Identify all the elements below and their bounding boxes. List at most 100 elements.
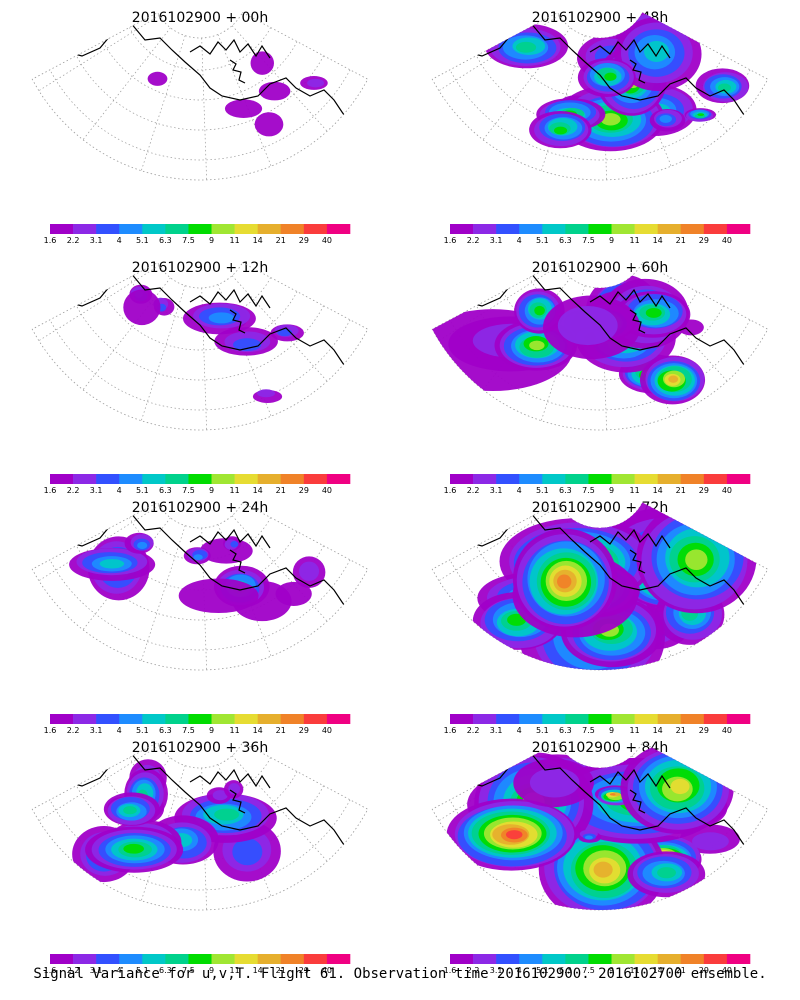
variance-field [147, 51, 328, 137]
colorbar-label: 11 [230, 966, 240, 975]
colorbar-label: 4 [517, 726, 522, 735]
colorbar-label: 40 [322, 726, 332, 735]
colorbar-swatch [165, 714, 189, 724]
colorbar-label: 4 [117, 966, 122, 975]
colorbar-label: 21 [276, 486, 286, 495]
colorbar-label: 14 [653, 486, 663, 495]
colorbar-swatch [165, 474, 189, 484]
colorbar-label: 5.1 [136, 486, 149, 495]
colorbar-label: 6.3 [559, 486, 572, 495]
colorbar-label: 1.6 [444, 236, 457, 245]
colorbar-label: 6.3 [159, 966, 172, 975]
colorbar-label: 2.2 [467, 966, 480, 975]
colorbar-label: 29 [699, 486, 709, 495]
colorbar-swatch [703, 954, 728, 964]
colorbar: 1.6 2.2 3.1 4 5.1 6.3 7.5 9 11 14 21 29 40 [44, 954, 351, 975]
map-boundary [31, 741, 369, 911]
colorbar-label: 6.3 [159, 486, 172, 495]
colorbar-swatch [473, 224, 497, 234]
colorbar: 1.6 2.2 3.1 4 5.1 6.3 7.5 9 11 14 21 29 40 [444, 474, 751, 495]
colorbar-swatch [680, 474, 705, 484]
map-panel: 2016102900 + 48h 1.6 2.2 3.1 4 5.1 6.3 7.5 9 11 14… [431, 10, 769, 245]
colorbar-label: 40 [322, 966, 332, 975]
map-boundary [31, 11, 369, 181]
colorbar-label: 3.1 [490, 966, 503, 975]
colorbar-swatch [680, 954, 705, 964]
colorbar-swatch [542, 224, 566, 234]
figure-caption: Signal Variance for u,v,T. Flight 61. Ob… [33, 966, 767, 982]
colorbar-swatch [211, 954, 235, 964]
colorbar-swatch [188, 474, 212, 484]
colorbar-label: 40 [722, 486, 732, 495]
colorbar-label: 4 [517, 966, 522, 975]
variance-field [472, 502, 757, 671]
colorbar-label: 4 [517, 486, 522, 495]
map-panel: 2016102900 + 60h 1.6 2.2 3.1 4 5.1 6.3 7.5 9 11 14… [431, 260, 769, 495]
colorbar-label: 5.1 [536, 236, 549, 245]
colorbar-swatch [726, 954, 751, 964]
colorbar-swatch [142, 474, 166, 484]
colorbar-label: 6.3 [559, 236, 572, 245]
colorbar: 1.6 2.2 3.1 4 5.1 6.3 7.5 9 11 14 21 29 40 [44, 224, 351, 245]
colorbar-swatch [119, 714, 143, 724]
colorbar-label: 29 [299, 236, 309, 245]
colorbar-swatch [703, 474, 728, 484]
colorbar-swatch [234, 714, 258, 724]
colorbar-label: 40 [722, 966, 732, 975]
colorbar-label: 9 [209, 236, 214, 245]
colorbar-swatch [496, 474, 520, 484]
colorbar-swatch [280, 714, 305, 724]
colorbar-label: 14 [253, 966, 263, 975]
map-panel: 2016102900 + 24h 1.6 2.2 3.1 4 5.1 6.3 7.5 9 11 14… [31, 500, 369, 735]
colorbar-swatch [450, 954, 474, 964]
colorbar-swatch [257, 224, 282, 234]
colorbar-swatch [165, 954, 189, 964]
colorbar-swatch [303, 954, 328, 964]
colorbar-swatch [211, 714, 235, 724]
variance-field [446, 742, 740, 911]
colorbar-label: 4 [117, 236, 122, 245]
panel-title: 2016102900 + 60h [532, 260, 668, 276]
colorbar: 1.6 2.2 3.1 4 5.1 6.3 7.5 9 11 14 21 29 40 [44, 474, 351, 495]
colorbar-label: 9 [609, 966, 614, 975]
colorbar-label: 9 [609, 236, 614, 245]
colorbar-swatch [303, 714, 328, 724]
colorbar-label: 3.1 [90, 966, 103, 975]
colorbar-label: 29 [299, 966, 309, 975]
colorbar-swatch [165, 224, 189, 234]
colorbar-label: 5.1 [536, 726, 549, 735]
colorbar-swatch [96, 954, 120, 964]
colorbar-swatch [680, 224, 705, 234]
colorbar-label: 2.2 [67, 236, 80, 245]
colorbar-swatch [119, 224, 143, 234]
colorbar-swatch [188, 714, 212, 724]
colorbar: 1.6 2.2 3.1 4 5.1 6.3 7.5 9 11 14 21 29 40 [444, 224, 751, 245]
colorbar-swatch [703, 714, 728, 724]
colorbar-label: 40 [722, 726, 732, 735]
colorbar-label: 14 [653, 966, 663, 975]
colorbar-label: 1.6 [44, 726, 57, 735]
colorbar-swatch [519, 224, 543, 234]
colorbar-swatch [703, 224, 728, 234]
variance-field [432, 274, 706, 405]
colorbar-swatch [611, 954, 635, 964]
colorbar-label: 21 [276, 236, 286, 245]
colorbar-swatch [565, 224, 589, 234]
colorbar-swatch [326, 714, 351, 724]
panel-title: 2016102900 + 24h [132, 500, 268, 516]
colorbar-label: 11 [230, 486, 240, 495]
colorbar-label: 7.5 [182, 236, 195, 245]
colorbar-label: 29 [699, 966, 709, 975]
colorbar-label: 5.1 [136, 236, 149, 245]
panel-title: 2016102900 + 00h [132, 10, 268, 26]
colorbar-swatch [50, 954, 74, 964]
variance-field [72, 759, 281, 883]
colorbar-label: 9 [209, 966, 214, 975]
colorbar-swatch [303, 474, 328, 484]
colorbar-swatch [188, 224, 212, 234]
colorbar-swatch [726, 714, 751, 724]
colorbar-label: 9 [209, 726, 214, 735]
colorbar-swatch [234, 474, 258, 484]
colorbar-swatch [588, 714, 612, 724]
